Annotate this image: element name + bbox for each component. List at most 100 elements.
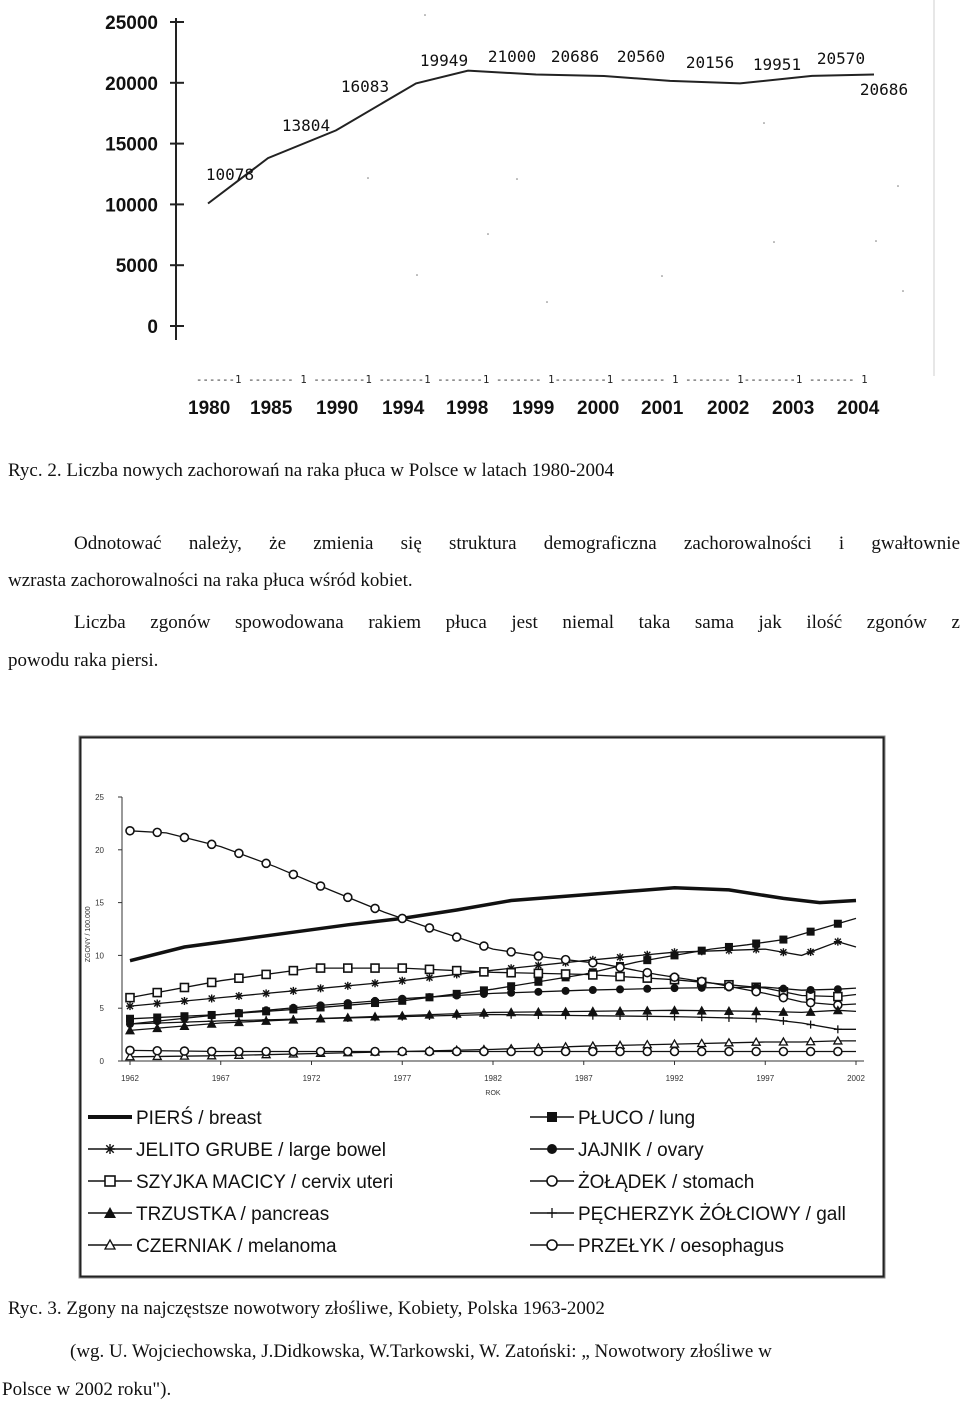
paragraph-1-line-1: Odnotować należy, że zmienia się struktu…	[74, 533, 960, 554]
marker-circle-open	[560, 1046, 571, 1057]
legend-label: PĘCHERZYK ŻÓŁCIOWY / gall	[578, 1203, 846, 1225]
marker-star	[105, 1144, 115, 1154]
scan-speck	[367, 177, 369, 179]
marker-square-filled	[752, 939, 761, 948]
marker-circle-open	[724, 981, 734, 992]
marker-square-filled	[534, 977, 543, 986]
marker-circle-filled	[643, 984, 652, 993]
x-axis-dash-marks: ------1 ------- 1 --------1 -------1 ---…	[196, 374, 868, 386]
series-gall	[126, 1010, 856, 1034]
marker-circle-filled	[534, 987, 543, 996]
data-label: 20560	[617, 47, 665, 66]
marker-circle-filled	[425, 993, 434, 1002]
marker-circle-filled	[697, 983, 706, 992]
marker-circle-filled	[507, 988, 516, 997]
marker-square-open	[125, 992, 135, 1003]
marker-star	[834, 938, 842, 946]
legend-label: TRZUSTKA / pancreas	[136, 1204, 329, 1225]
marker-circle-open	[506, 1046, 516, 1057]
marker-circle-filled	[479, 989, 488, 998]
marker-square-filled	[779, 935, 788, 944]
y-tick-label: 20	[95, 846, 104, 855]
marker-circle-open	[261, 1046, 271, 1057]
marker-star	[616, 953, 624, 961]
source-line-1: (wg. U. Wojciechowska, J.Didkowska, W.Ta…	[70, 1341, 772, 1362]
legend-label: PIERŚ / breast	[136, 1107, 262, 1129]
marker-triangle-open	[832, 1035, 843, 1045]
legend-label: PŁUCO / lung	[578, 1108, 695, 1129]
marker-square-open	[104, 1175, 116, 1187]
y-tick-label: 25000	[105, 13, 158, 34]
marker-circle-open	[451, 1046, 462, 1057]
marker-circle-filled	[452, 991, 461, 1000]
series-line	[129, 941, 857, 1007]
x-tick-label: 1982	[484, 1074, 502, 1083]
x-tick-label: 1997	[756, 1074, 774, 1083]
marker-triangle-filled	[778, 1006, 789, 1016]
marker-star	[344, 982, 352, 990]
marker-triangle-filled	[104, 1207, 116, 1218]
marker-circle-open	[479, 1046, 489, 1057]
x-tick-label: 2002	[847, 1074, 865, 1083]
marker-circle-filled	[207, 1011, 216, 1020]
legend-item: TRZUSTKA / pancreas	[88, 1204, 329, 1225]
marker-star	[289, 987, 297, 995]
marker-triangle-filled	[152, 1023, 163, 1033]
marker-triangle-open	[124, 1051, 136, 1061]
marker-triangle-open	[778, 1036, 789, 1046]
marker-circle-open	[424, 1046, 435, 1057]
marker-star	[698, 947, 706, 955]
incidence-line	[207, 69, 875, 205]
marker-square-open	[342, 963, 353, 973]
figure-3-caption: Ryc. 3. Zgony na najczęstsze nowotwory z…	[8, 1298, 605, 1319]
figure-2-caption: Ryc. 2. Liczba nowych zachorowań na raka…	[8, 460, 614, 481]
marker-triangle-open	[152, 1051, 163, 1061]
series-oesophagus	[125, 1045, 856, 1057]
scan-speck	[902, 290, 904, 292]
marker-circle-open	[288, 1046, 299, 1057]
chart-frame-outer	[78, 735, 886, 1279]
marker-circle-filled	[398, 994, 407, 1003]
marker-square-open	[424, 964, 435, 975]
marker-circle-open	[805, 1046, 816, 1057]
marker-circle-filled	[343, 999, 352, 1008]
data-label: 16083	[341, 77, 389, 96]
y-tick-label: 5000	[116, 256, 158, 277]
marker-circle-open	[805, 997, 816, 1008]
x-tick-label: 1977	[393, 1074, 411, 1083]
marker-star	[425, 974, 433, 982]
marker-circle-open	[669, 1046, 680, 1057]
marker-circle-open	[724, 1046, 734, 1057]
marker-triangle-open	[103, 1238, 117, 1250]
marker-square-filled	[547, 1112, 557, 1122]
marker-circle-filled	[588, 986, 597, 995]
data-label: 20570	[817, 49, 865, 68]
paragraph-1-line-2: wzrasta zachorowalności na raka płuca wś…	[8, 570, 413, 591]
y-tick-label: 10	[95, 951, 104, 960]
marker-circle-open	[125, 1045, 135, 1056]
marker-circle-open	[397, 1046, 408, 1057]
marker-circle-open	[533, 951, 544, 961]
marker-star	[752, 945, 760, 953]
marker-circle-open	[642, 967, 653, 978]
marker-circle-open	[206, 1046, 217, 1057]
x-tick-label: 1967	[212, 1074, 230, 1083]
scan-speck	[546, 301, 548, 303]
scan-speck	[875, 240, 877, 242]
marker-star	[371, 979, 379, 987]
marker-circle-open	[179, 832, 190, 843]
marker-circle-filled	[371, 996, 380, 1005]
marker-star	[779, 948, 787, 956]
marker-star	[725, 946, 733, 954]
legend-item: PĘCHERZYK ŻÓŁCIOWY / gall	[530, 1203, 846, 1225]
y-tick-label: 25	[95, 793, 104, 802]
x-tick-label: 2001	[641, 398, 684, 419]
x-tick-label: 2002	[707, 398, 750, 419]
marker-circle-open	[152, 827, 163, 838]
marker-circle-open	[751, 986, 761, 997]
marker-circle-open	[451, 932, 462, 942]
x-tick-label: 2003	[772, 398, 815, 419]
y-tick-label: 15000	[105, 135, 158, 156]
legend-item: SZYJKA MACICY / cervix uteri	[88, 1172, 393, 1193]
marker-circle-open	[778, 1046, 789, 1057]
